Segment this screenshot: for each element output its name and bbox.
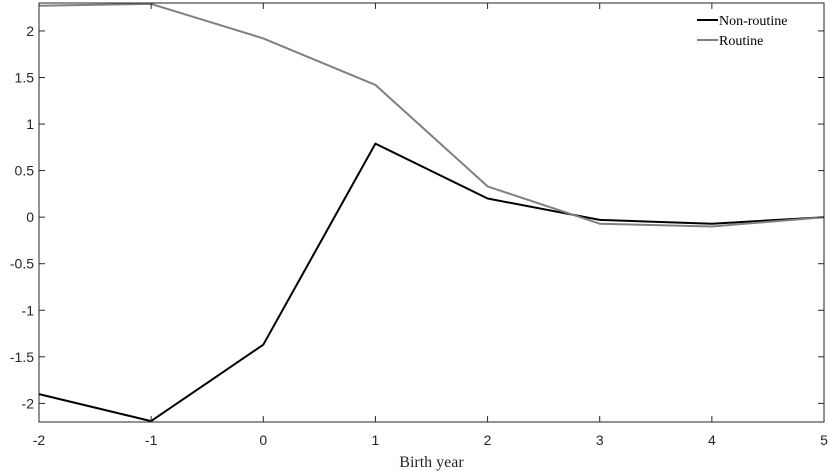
x-axis-title: Birth year: [399, 454, 464, 471]
ticks-layer: -2 -1 0 1 2 3 4 5 -2 -1.5 -1 -0.5 0 0.5 1 1.5 2: [10, 3, 828, 448]
x-tick-label: 4: [708, 432, 716, 448]
legend-label: Non-routine: [719, 14, 787, 29]
x-tick-label: 5: [820, 432, 828, 448]
y-tick-label: -1: [22, 302, 35, 318]
y-tick-label: -1.5: [10, 349, 34, 365]
y-tick-label: 0: [26, 209, 34, 225]
y-tick-label: -2: [22, 395, 35, 411]
x-tick-label: -2: [33, 432, 46, 448]
y-tick-label: 1: [26, 116, 34, 132]
x-tick-label: 0: [259, 432, 267, 448]
x-tick-label: 2: [484, 432, 492, 448]
x-tick-label: 3: [596, 432, 604, 448]
y-tick-label: 0.5: [15, 163, 35, 179]
y-tick-label: 2: [26, 23, 34, 39]
series-line-routine: [38, 2, 825, 228]
plot-frame: [38, 2, 825, 423]
legend-label: Routine: [719, 34, 763, 49]
x-tick-label: 1: [372, 432, 380, 448]
series-layer: [38, 2, 825, 423]
series-line-non-routine: [38, 142, 825, 423]
y-tick-label: 1.5: [15, 69, 35, 85]
legend: Non-routine Routine: [693, 12, 818, 56]
x-tick-label: -1: [145, 432, 158, 448]
y-tick-label: -0.5: [10, 256, 34, 272]
